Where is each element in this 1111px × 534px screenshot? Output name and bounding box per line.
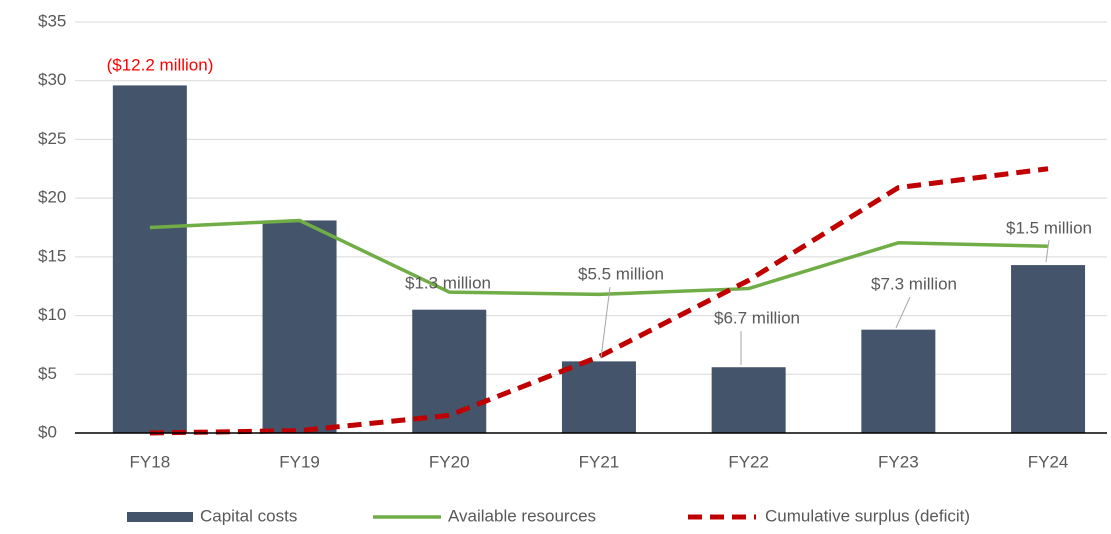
y-tick-label: $15 [38,246,66,265]
x-tick-label: FY21 [579,452,620,471]
x-tick-label: FY20 [429,452,470,471]
y-tick-label: $30 [38,70,66,89]
legend-label: Cumulative surplus (deficit) [765,506,970,525]
y-tick-label: $35 [38,11,66,30]
legend-swatch [127,512,193,522]
line [149,166,1049,436]
x-tick-label: FY18 [130,452,171,471]
annotation: $5.5 million [578,264,664,283]
bar [412,309,487,433]
leader-line [895,296,911,329]
y-tick-label: $0 [38,422,57,441]
bar [112,85,187,433]
x-tick-label: FY22 [728,452,769,471]
y-tick-label: $5 [38,364,57,383]
x-tick-label: FY19 [279,452,320,471]
legend-label: Capital costs [200,506,297,525]
x-tick-label: FY23 [878,452,919,471]
leader-line [1045,239,1050,263]
annotation: ($12.2 million) [107,55,214,74]
annotation: $1.3 million [405,273,491,292]
line [149,218,1049,297]
y-tick-label: $10 [38,305,66,324]
leader-line [600,286,611,359]
x-tick-label: FY24 [1028,452,1069,471]
bar [861,329,936,433]
y-tick-label: $25 [38,129,66,148]
y-tick-label: $20 [38,188,66,207]
bar [561,361,636,433]
legend-label: Available resources [448,506,596,525]
annotation: $7.3 million [871,274,957,293]
bar [262,220,337,433]
bar [1011,265,1086,433]
bar [711,367,786,433]
annotation: $1.5 million [1006,218,1092,237]
annotation: $6.7 million [714,308,800,327]
